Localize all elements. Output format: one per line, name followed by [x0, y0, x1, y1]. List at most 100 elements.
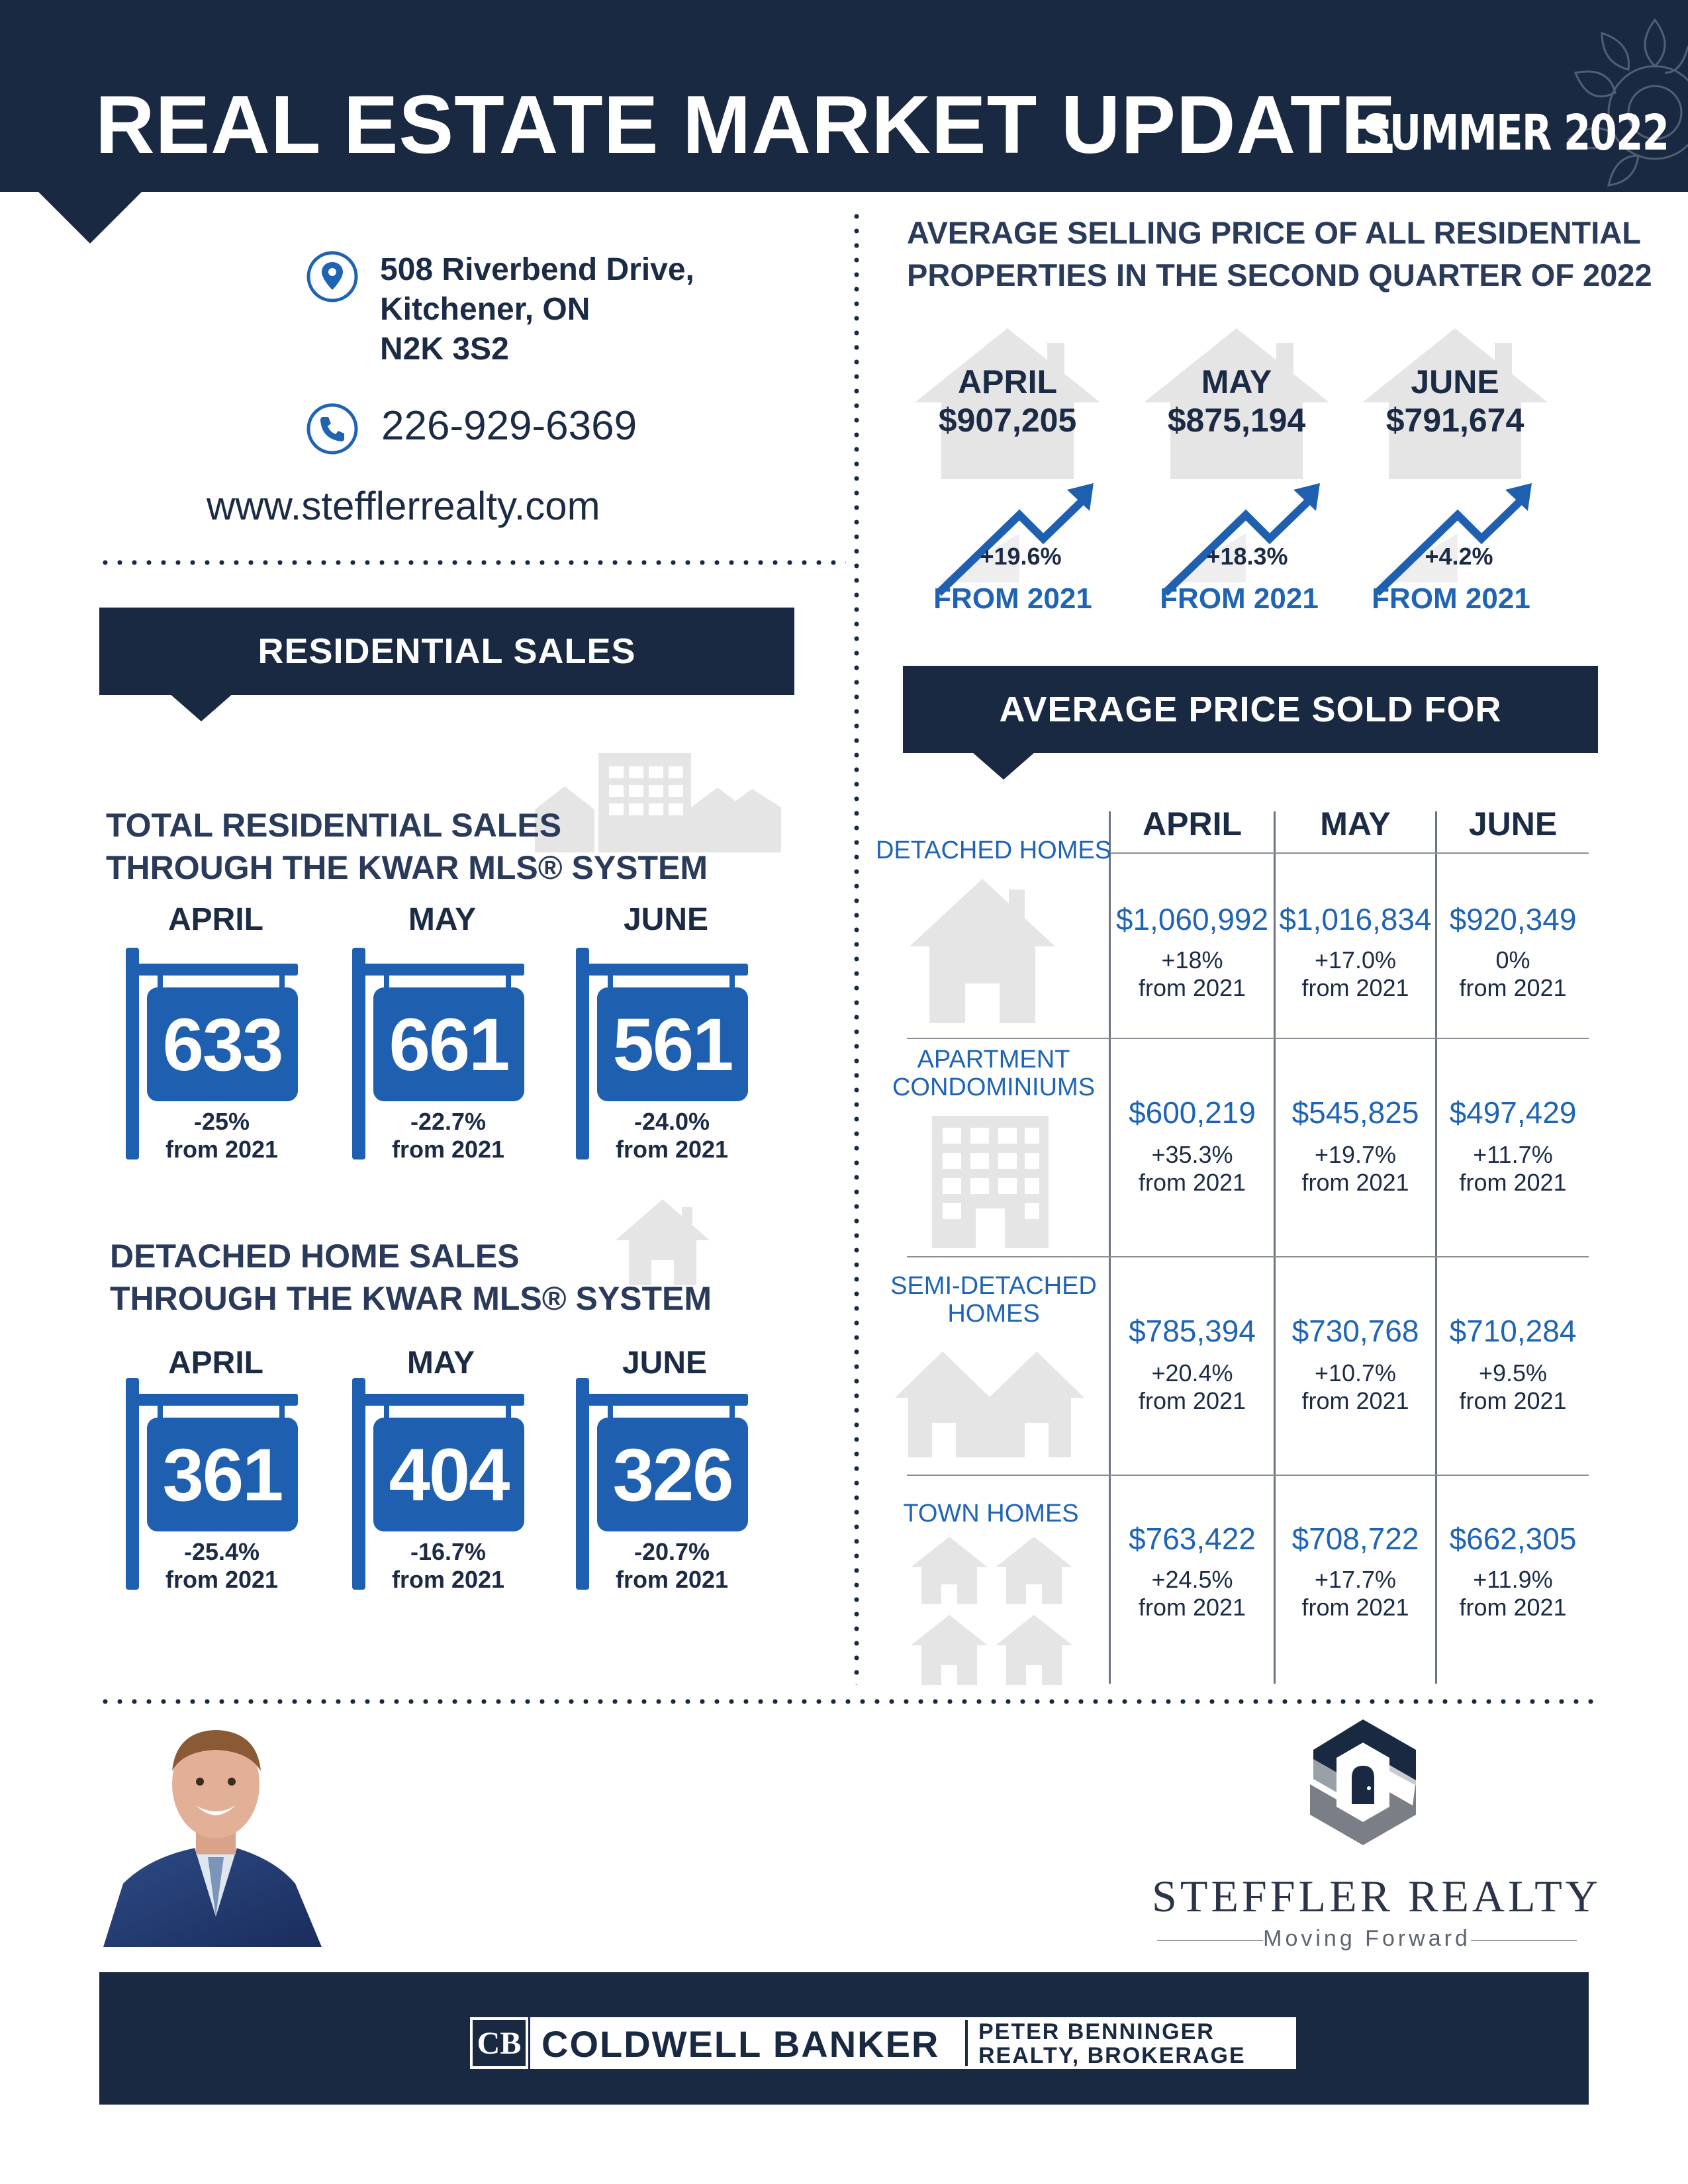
price-value: $791,674 — [1385, 402, 1524, 439]
change-cell: +9.5% from 2021 — [1459, 1359, 1567, 1414]
tagline-rule — [1471, 1940, 1577, 1941]
price-value: $875,194 — [1167, 402, 1306, 439]
sales-change: -22.7% — [410, 1108, 487, 1135]
growth-percent: +18.3% — [1206, 543, 1288, 570]
price-cell: $708,722 — [1291, 1522, 1419, 1556]
change-cell: +11.7% from 2021 — [1459, 1141, 1567, 1196]
price-cell: $763,422 — [1129, 1522, 1256, 1556]
change-cell: 0% from 2021 — [1459, 946, 1567, 1001]
sale-sign-detached-april: 361 -25.4% from 2021 — [106, 1378, 305, 1593]
phone-icon — [306, 403, 358, 455]
house-icon — [616, 1199, 710, 1285]
table-row-rule — [907, 1038, 1589, 1039]
brand-tagline: Moving Forward — [1263, 1926, 1471, 1951]
sales-count: 326 — [597, 1418, 748, 1531]
sales-from: from 2021 — [391, 1136, 505, 1163]
house-icon — [910, 879, 1055, 1023]
change-cell: +17.7% from 2021 — [1301, 1566, 1409, 1621]
price-cell: $497,429 — [1449, 1095, 1577, 1130]
steffler-realty-logo-icon — [1310, 1719, 1416, 1845]
header-bar: REAL ESTATE MARKET UPDATE SUMMER 2022 — [0, 0, 1688, 192]
sale-sign-detached-may: 404 -16.7% from 2021 — [332, 1378, 531, 1593]
apartment-building-icon — [932, 1116, 1049, 1248]
detached-month-label-june: JUNE — [622, 1345, 708, 1381]
avg-selling-heading-line1: AVERAGE SELLING PRICE OF ALL RESIDENTIAL — [907, 215, 1641, 250]
change-cell: +11.9% from 2021 — [1459, 1566, 1567, 1621]
category-apartment-line2: CONDOMINIUMS — [892, 1073, 1096, 1101]
season-label: SUMMER 2022 — [1362, 105, 1669, 161]
sales-from: from 2021 — [391, 1566, 505, 1593]
location-pin-icon — [306, 251, 358, 302]
price-cell: $545,825 — [1291, 1095, 1419, 1130]
avg-selling-heading-line2: PROPERTIES IN THE SECOND QUARTER OF 2022 — [907, 257, 1652, 293]
table-header-rule — [1109, 852, 1589, 854]
sales-count: 633 — [147, 987, 298, 1101]
price-month: APRIL — [958, 363, 1057, 400]
category-semi-detached-line2: HOMES — [947, 1300, 1040, 1328]
table-row-rule — [907, 1475, 1589, 1476]
price-cell: $1,016,834 — [1279, 902, 1432, 936]
table-divider — [1435, 811, 1437, 1684]
price-house-may: MAY $875,194 — [1137, 323, 1336, 482]
price-cell: $730,768 — [1291, 1314, 1419, 1348]
price-cell: $600,219 — [1129, 1095, 1256, 1130]
trend-up-arrow-icon — [935, 483, 1094, 596]
change-cell: +19.7% from 2021 — [1301, 1141, 1409, 1196]
semi-detached-houses-icon — [895, 1351, 1084, 1457]
cb-monogram: CB — [468, 2015, 530, 2071]
price-month: JUNE — [1411, 363, 1499, 400]
growth-from: FROM 2021 — [933, 582, 1092, 615]
page-title: REAL ESTATE MARKET UPDATE — [95, 79, 1397, 171]
sale-sign-total-may: 661 -22.7% from 2021 — [332, 948, 531, 1163]
detached-month-label-april: APRIL — [168, 1345, 263, 1381]
price-cell: $710,284 — [1449, 1314, 1577, 1348]
table-col-june: JUNE — [1468, 805, 1558, 842]
price-value: $907,205 — [938, 402, 1077, 439]
residential-sales-banner: RESIDENTIAL SALES — [99, 608, 794, 695]
total-month-label-april: APRIL — [168, 902, 263, 937]
avg-price-sold-banner: AVERAGE PRICE SOLD FOR — [903, 666, 1598, 753]
sales-from: from 2021 — [165, 1136, 279, 1163]
detached-month-label-may: MAY — [406, 1345, 475, 1381]
brand-name: STEFFLER REALTY — [1152, 1871, 1601, 1921]
sales-change: -16.7% — [410, 1538, 487, 1565]
website-link[interactable]: www.stefflerrealty.com — [207, 484, 600, 528]
total-sales-heading-line2: THROUGH THE KWAR MLS® SYSTEM — [106, 849, 708, 886]
cb-name: COLDWELL BANKER — [541, 2023, 940, 2065]
house-icon — [1144, 328, 1329, 479]
address-line-1: 508 Riverbend Drive, — [380, 252, 694, 287]
buildings-icon — [535, 753, 781, 852]
growth-percent: +4.2% — [1425, 543, 1493, 570]
price-cell: $1,060,992 — [1115, 902, 1269, 936]
price-cell: $920,349 — [1449, 902, 1577, 936]
agent-photo — [103, 1730, 322, 1947]
banner-notch — [972, 752, 1035, 780]
detached-sales-heading-line1: DETACHED HOME SALES — [110, 1238, 520, 1275]
price-cell: $662,305 — [1449, 1522, 1577, 1556]
table-col-april: APRIL — [1143, 805, 1242, 842]
sales-change: -24.0% — [633, 1108, 710, 1135]
phone-number[interactable]: 226-929-6369 — [381, 403, 637, 449]
growth-percent: +19.6% — [980, 543, 1062, 570]
growth-june: +4.2% FROM 2021 — [1352, 483, 1550, 629]
house-icon — [1362, 328, 1548, 479]
table-col-may: MAY — [1320, 805, 1391, 842]
category-town-homes: TOWN HOMES — [903, 1500, 1079, 1527]
address-line-2: Kitchener, ON — [380, 292, 590, 327]
change-cell: +24.5% from 2021 — [1138, 1566, 1246, 1621]
growth-from: FROM 2021 — [1160, 582, 1319, 615]
brokerage-name: PETER BENNINGER REALTY, BROKERAGE — [978, 2019, 1246, 2068]
sales-count: 561 — [597, 987, 748, 1101]
change-cell: +17.0% from 2021 — [1301, 946, 1409, 1001]
sales-change: -20.7% — [633, 1538, 710, 1565]
sales-count: 361 — [147, 1418, 298, 1531]
sale-sign-total-june: 561 -24.0% from 2021 — [556, 948, 755, 1163]
change-cell: +18% from 2021 — [1138, 946, 1246, 1001]
sales-count: 404 — [373, 1418, 524, 1531]
sales-from: from 2021 — [165, 1566, 279, 1593]
sales-change: -25.4% — [183, 1538, 260, 1565]
change-cell: +10.7% from 2021 — [1301, 1359, 1409, 1414]
growth-april: +19.6% FROM 2021 — [914, 483, 1112, 629]
address-line-3: N2K 3S2 — [380, 332, 509, 367]
divider-dotted-vertical — [854, 209, 859, 1685]
